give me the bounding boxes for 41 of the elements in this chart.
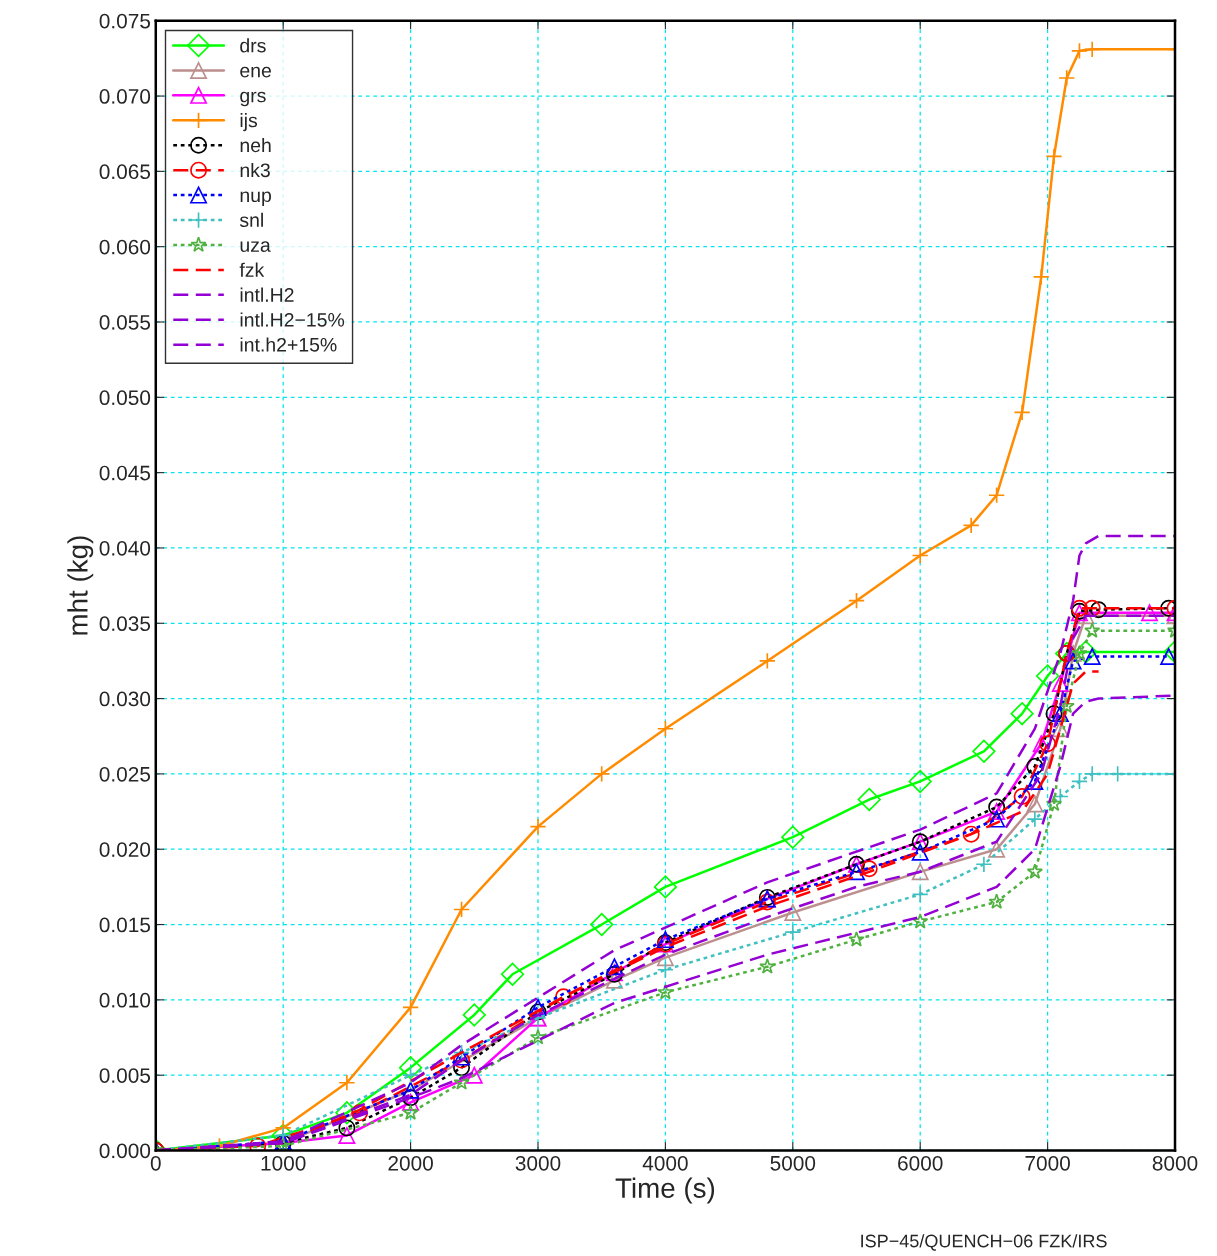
y-tick-label: 0.010 [99, 992, 151, 1008]
x-tick-label: 6000 [898, 1155, 943, 1171]
x-tick-label: 0 [150, 1155, 161, 1171]
legend-label: fzk [239, 262, 265, 277]
y-tick-label: 0.040 [99, 540, 151, 556]
legend-label: grs [240, 91, 266, 107]
y-tick-label: 0.030 [99, 691, 151, 707]
x-tick-label: 3000 [515, 1155, 561, 1171]
x-tick-label: 4000 [642, 1155, 688, 1171]
legend-label: int.h2+15% [240, 337, 337, 352]
legend-label: ene [240, 66, 271, 78]
y-tick-label: 0.045 [99, 465, 151, 481]
y-tick-label: 0.035 [99, 616, 151, 632]
x-tick-label: 7000 [1025, 1155, 1070, 1171]
legend-label: ijs [240, 113, 258, 132]
y-tick-label: 0.020 [99, 842, 151, 857]
x-tick-label: 5000 [770, 1155, 816, 1171]
x-tick-label: 2000 [388, 1155, 433, 1171]
y-tick-label: 0.075 [99, 13, 151, 29]
x-tick-label: 8000 [1152, 1155, 1198, 1171]
text: ISP−45/QUENCH−06 FZK/IRS [861, 1234, 1107, 1251]
legend-label: nk3 [240, 162, 270, 178]
y-tick-label: 0.025 [99, 766, 151, 782]
x-tick-label: 1000 [261, 1155, 306, 1171]
legend-label: uza [240, 241, 271, 252]
legend-label: intl.H2−15% [240, 312, 345, 327]
y-tick-label: 0.000 [99, 1143, 151, 1159]
legend-label: drs [240, 38, 266, 53]
x-axis-title: Time (s) [615, 1177, 715, 1204]
y-tick-label: 0.060 [99, 239, 151, 255]
legend-label: snl [239, 212, 263, 228]
legend-label: nup [240, 191, 272, 206]
y-axis-title: mht (kg) [67, 536, 94, 635]
y-tick-label: 0.015 [99, 917, 151, 933]
legend-label: intl.H2 [240, 287, 294, 302]
y-tick-label: 0.070 [99, 89, 151, 104]
y-tick-label: 0.050 [99, 390, 151, 406]
y-tick-label: 0.055 [99, 315, 151, 330]
y-tick-label: 0.065 [99, 164, 151, 180]
y-tick-label: 0.005 [99, 1068, 151, 1083]
legend-label: neh [240, 137, 271, 153]
